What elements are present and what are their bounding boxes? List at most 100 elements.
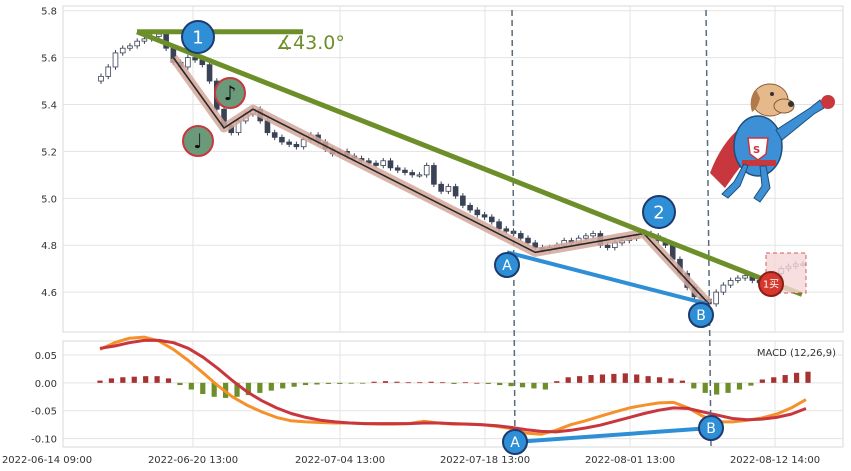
macd-histogram-bar [645, 376, 651, 383]
eighth-note-icon: ♪ [224, 81, 237, 105]
quarter-note-icon-circle [182, 125, 214, 157]
price-y-tick-label: 5.0 [41, 194, 57, 205]
macd-histogram-bar [634, 374, 640, 383]
bi-segment-line [172, 57, 710, 305]
candle-body [373, 162, 379, 166]
candle-body [612, 242, 618, 248]
candle-body [474, 209, 481, 216]
macd-histogram-bar [668, 378, 674, 383]
candle-body [293, 143, 300, 148]
macd-histogram-bar [302, 382, 309, 386]
price-y-tick-label: 5.2 [41, 147, 57, 158]
candle-body [489, 216, 495, 223]
macd-histogram-bar [337, 382, 343, 384]
angle-label: ∡43.0° [276, 32, 345, 54]
macd-histogram-bar [428, 381, 434, 383]
macd-histogram-bar [554, 381, 560, 383]
macd-histogram-bar [120, 377, 126, 383]
macd-histogram-bar [542, 382, 548, 390]
buy-badge-label: 1买 [763, 279, 779, 291]
macd-histogram-bar [371, 381, 377, 383]
blue-segment-line [506, 250, 708, 306]
candle-body [525, 237, 531, 244]
macd-histogram-bar [177, 382, 183, 386]
candle-body [496, 221, 502, 230]
macd-y-tick-label: 0.05 [35, 351, 57, 362]
macd-histogram-bar [143, 376, 149, 383]
macd-histogram-bar [771, 377, 777, 383]
macd-histogram-bar [280, 382, 286, 389]
candle-body [452, 186, 459, 197]
time-x-axis: 2022-06-14 09:00 2022-06-20 13:00 2022-07-… [2, 455, 820, 466]
macd-panel [62, 340, 844, 448]
macd-histogram-bar [451, 382, 457, 384]
macd-histogram-bar [656, 377, 663, 383]
macd-histogram-bar [714, 382, 720, 395]
macd-badge-a-circle [502, 429, 528, 455]
macd-histogram-bar [131, 376, 137, 383]
macd-histogram-bar [200, 382, 206, 394]
macd-histogram-bar [725, 382, 731, 393]
macd-histogram-bar [805, 371, 811, 383]
macd-histogram-bar [611, 373, 617, 383]
candle-body [156, 33, 162, 37]
marker-line-b [705, 9, 712, 448]
candle-body [503, 228, 510, 232]
price-y-tick-label: 5.4 [41, 101, 57, 112]
x-tick-label: 2022-08-01 13:00 [585, 455, 675, 466]
x-tick-label: 2022-06-14 09:00 [2, 455, 92, 466]
macd-y-axis: 0.05 0.00 -0.05 -0.10 [31, 351, 57, 446]
candle-body [481, 214, 488, 218]
badge-1-circle [181, 20, 215, 54]
macd-histogram-bar [325, 382, 331, 384]
candle-body [127, 45, 133, 49]
svg-text:S: S [753, 145, 760, 156]
macd-badge-a-label: A [510, 435, 520, 451]
candle-body [119, 47, 126, 54]
quarter-note-icon: ♩ [193, 129, 202, 153]
candle-body [467, 204, 473, 211]
candle-body [286, 141, 292, 145]
price-y-tick-label: 4.8 [41, 241, 57, 252]
macd-label: MACD (12,26,9) [757, 348, 836, 359]
candle-body [206, 64, 213, 82]
macd-histogram-bar [360, 382, 366, 384]
badge-a-circle [494, 252, 520, 278]
badge-a-label: A [502, 258, 512, 274]
macd-histogram-bar [622, 373, 628, 383]
macd-y-tick-label: -0.10 [31, 435, 57, 446]
candle-body [431, 165, 437, 185]
candle-body [416, 174, 423, 177]
candle-body [590, 233, 596, 237]
x-tick-label: 2022-08-12 14:00 [730, 455, 820, 466]
candle-body [112, 52, 119, 68]
macd-histogram-bar [234, 382, 240, 397]
candle-body [185, 57, 191, 68]
macd-histogram-bar [748, 382, 754, 386]
price-y-tick-label: 5.6 [41, 54, 57, 65]
price-y-tick-label: 5.8 [41, 7, 57, 18]
macd-histogram-bar [245, 382, 252, 396]
badge-2-label: 2 [653, 202, 664, 223]
macd-histogram-bar [348, 382, 354, 384]
macd-histogram-bar [782, 375, 788, 383]
analysis-overlays: ∡43.0° 1 2 A B A B 1买 ♩ ♪ [136, 20, 807, 455]
macd-histogram-bar [793, 372, 800, 383]
macd-y-tick-label: -0.05 [31, 407, 57, 418]
macd-histogram-bar [394, 381, 400, 383]
marker-line-a [511, 9, 516, 448]
candle-body [380, 160, 387, 166]
macd-histogram-bar [577, 376, 583, 383]
macd-histogram-bar [759, 379, 765, 383]
candle-body [134, 40, 140, 47]
eighth-note-icon-circle [214, 77, 246, 109]
candle-body [713, 291, 719, 305]
macd-histogram-bar [405, 382, 411, 384]
macd-histogram-bar [108, 378, 115, 383]
macd-lines: MACD (12,26,9) [99, 335, 836, 436]
price-y-axis: 5.8 5.6 5.4 5.2 5.0 4.8 4.6 [41, 7, 57, 299]
macd-histogram-bar [508, 382, 514, 387]
macd-badge-b-label: B [706, 421, 716, 437]
macd-histogram-bar [679, 380, 685, 383]
